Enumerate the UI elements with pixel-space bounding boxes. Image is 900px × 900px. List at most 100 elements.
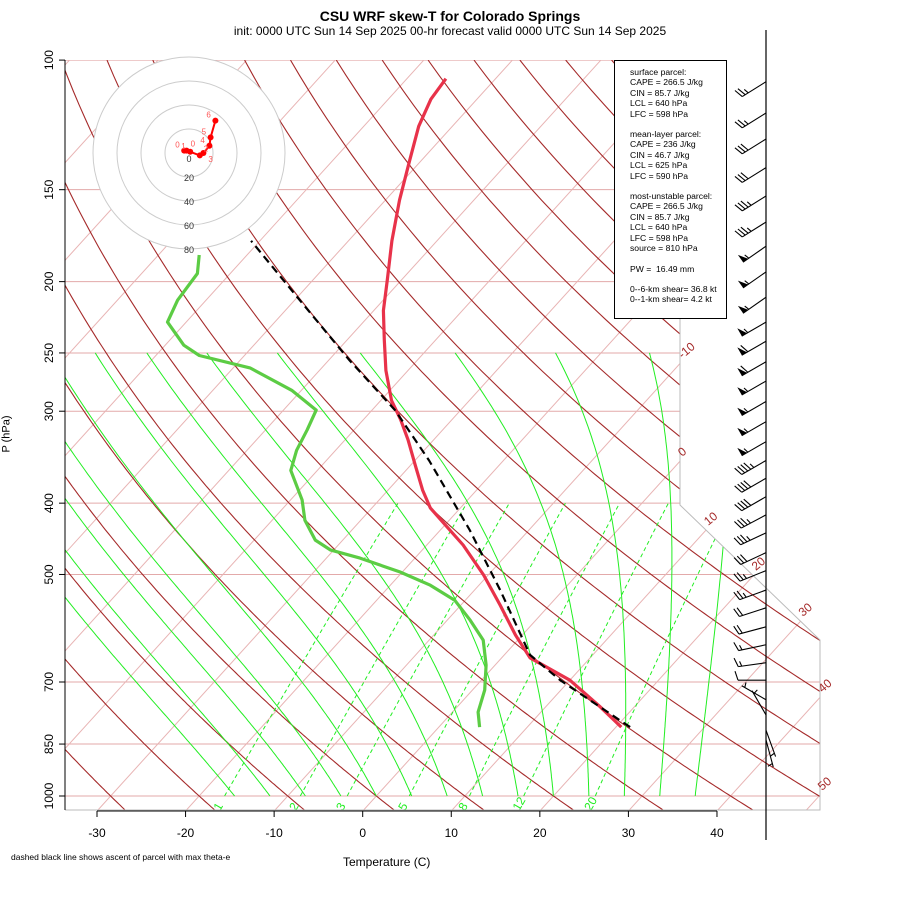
mixing-ratio-line	[523, 502, 669, 797]
hodograph-ring-label: 0	[186, 154, 191, 164]
legend-line: 0--1-km shear= 4.2 kt	[630, 294, 712, 305]
wind-barb-half-feather	[746, 201, 752, 206]
wind-barb-half-feather	[743, 120, 749, 125]
wind-barb-staff	[738, 626, 767, 635]
y-tick-label: 400	[42, 493, 56, 513]
wind-barb-feather	[733, 537, 742, 546]
legend-line: CAPE = 266.5 J/kg	[630, 77, 703, 88]
wind-barb-feather	[734, 485, 743, 493]
wind-barb-feather	[737, 145, 746, 153]
legend-line: surface parcel:	[630, 67, 687, 77]
wind-barb-feather	[737, 228, 746, 236]
legend-line: most-unstable parcel:	[630, 191, 713, 202]
mixing-ratio-line	[346, 502, 510, 797]
wind-barb-feather	[740, 482, 749, 490]
wind-barb-feather	[733, 573, 741, 582]
moist-adiabat-line	[276, 352, 519, 797]
plot-border	[65, 60, 821, 811]
dry-adiabat-line	[794, 60, 820, 810]
y-axis-label: P (hPa)	[0, 415, 13, 453]
mixing-ratio-line	[408, 502, 566, 797]
wind-barb-feather	[734, 230, 743, 238]
y-tick-label: 700	[42, 672, 56, 692]
moist-adiabat-line	[65, 352, 235, 797]
wind-barb-staff	[741, 340, 767, 356]
moist-adiabat-line	[94, 352, 413, 797]
dry-adiabat-line	[65, 60, 397, 810]
wind-barb-half-feather	[744, 254, 750, 259]
hodograph-point-label: 2	[204, 144, 209, 153]
wind-barb-feather	[737, 519, 745, 527]
wind-barb-feather	[740, 365, 749, 373]
legend-line: LCL = 625 hPa	[630, 160, 688, 171]
mixing-ratio-line	[468, 502, 621, 797]
wind-barb-half-feather	[744, 305, 750, 310]
hodograph-point-label: 3	[208, 155, 213, 164]
wind-barb-half-feather	[744, 682, 747, 688]
x-tick-label: 30	[622, 826, 636, 840]
wind-barb-staff	[765, 739, 774, 768]
moist-adiabat-line	[555, 352, 627, 797]
wind-barb-staff	[741, 496, 767, 512]
hodograph-ring	[140, 104, 238, 202]
legend-line: source = 810 hPa	[630, 243, 698, 254]
legend-line: mean-layer parcel:	[630, 129, 702, 140]
wind-barb-feather	[740, 143, 749, 151]
legend-line: CIN = 85.7 J/kg	[630, 87, 690, 98]
parcel-legend: surface parcel: CAPE = 266.5 J/kg CIN = …	[614, 60, 727, 319]
wind-barb-half-feather	[746, 519, 751, 524]
hodograph-ring-label: 60	[184, 221, 194, 231]
y-tick-label: 300	[42, 401, 56, 421]
hodograph-point	[200, 150, 207, 156]
wind-barb-staff	[765, 730, 777, 757]
isotherm-line	[627, 60, 820, 810]
hodograph-point-label: 1	[181, 142, 186, 151]
y-tick-label: 500	[42, 564, 56, 584]
wind-barb-staff	[740, 532, 767, 546]
isotherm-label: 0	[675, 444, 689, 459]
hodograph-ring-label: 40	[184, 197, 194, 207]
wind-barb-pennant	[737, 254, 748, 263]
wind-barb-staff	[741, 321, 767, 337]
hodograph-point	[212, 117, 219, 124]
wind-barb-feather	[734, 176, 743, 183]
hodograph-ring	[92, 56, 286, 250]
wind-barb-half-feather	[744, 280, 750, 285]
dry-adiabat-line	[703, 60, 820, 810]
wind-barb-feather	[740, 464, 749, 472]
x-axis-label: Temperature (C)	[343, 855, 431, 869]
moist-adiabat-line	[65, 352, 377, 797]
wind-barb-staff	[741, 81, 767, 98]
wind-barb-staff	[741, 421, 767, 437]
wind-barb-half-feather	[743, 88, 749, 94]
wind-barb-feather	[734, 503, 743, 512]
x-tick-label: 20	[533, 826, 547, 840]
legend-line: CAPE = 236 J/kg	[630, 139, 696, 150]
plot-boundary	[65, 60, 821, 811]
wind-barb-staff	[741, 112, 767, 129]
isotherm-label: 50	[815, 774, 834, 794]
wind-barb-half-feather	[742, 592, 747, 598]
wind-barb-feather	[740, 534, 748, 543]
chart-subtitle: init: 0000 UTC Sun 14 Sep 2025 00-hr for…	[233, 24, 667, 38]
wind-barb-feather	[736, 555, 745, 564]
x-tick-label: -30	[88, 826, 106, 840]
dry-adiabat-line	[65, 60, 666, 810]
x-tick-label: -10	[265, 826, 283, 840]
wind-barb-feather	[737, 174, 746, 182]
wind-barb-feather	[734, 521, 742, 529]
legend-line: LFC = 598 hPa	[630, 108, 689, 119]
wind-barb-feather	[736, 624, 743, 634]
wind-barb-feather	[740, 345, 749, 353]
wind-barb-half-feather	[743, 407, 749, 413]
wind-barb-staff	[741, 685, 767, 701]
hodograph-point	[187, 148, 194, 155]
mixing-ratio-label: 1	[211, 800, 227, 813]
wind-barb-feather	[743, 462, 752, 470]
legend-line: LCL = 640 hPa	[630, 98, 688, 109]
x-tick-label: 0	[359, 826, 366, 840]
dewpoint-line	[165, 254, 488, 728]
dry-adiabat-line	[106, 60, 820, 810]
legend-line: CIN = 46.7 J/kg	[630, 149, 690, 160]
